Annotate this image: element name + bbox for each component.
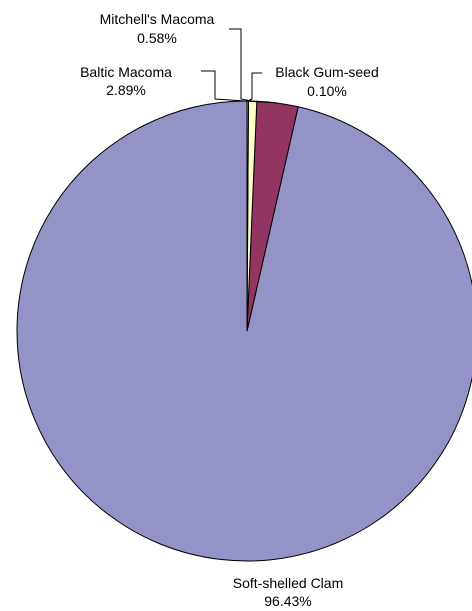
- leader-line-black-gum-seed: [247, 72, 262, 102]
- slice-value-soft-shelled-clam: 96.43%: [264, 593, 311, 609]
- leader-line-baltic-macoma: [201, 70, 278, 104]
- leader-line-mitchells-macoma: [229, 28, 253, 102]
- leader-lines: [201, 28, 278, 104]
- slice-label-soft-shelled-clam: Soft-shelled Clam: [233, 575, 344, 591]
- pie-slices: [16, 100, 472, 562]
- slice-value-black-gum-seed: 0.10%: [307, 83, 347, 99]
- slice-label-baltic-macoma: Baltic Macoma: [80, 64, 172, 80]
- slice-value-baltic-macoma: 2.89%: [106, 82, 146, 98]
- pie-slice-soft-shelled-clam: [16, 100, 472, 562]
- slice-label-black-gum-seed: Black Gum-seed: [275, 64, 378, 80]
- slice-label-mitchells-macoma: Mitchell's Macoma: [100, 11, 215, 27]
- slice-value-mitchells-macoma: 0.58%: [137, 30, 177, 46]
